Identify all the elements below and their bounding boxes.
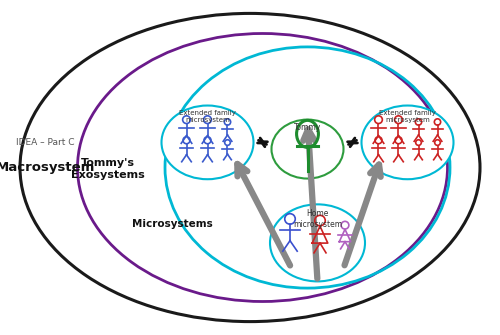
Ellipse shape: [270, 204, 365, 281]
Text: Tommy: Tommy: [294, 123, 321, 132]
Text: Microsystems: Microsystems: [132, 219, 213, 229]
Ellipse shape: [272, 120, 344, 179]
Text: Home
microsystem: Home microsystem: [293, 209, 342, 229]
Text: Macrosystem: Macrosystem: [0, 161, 94, 174]
Text: Extended family
microsystem: Extended family microsystem: [179, 110, 236, 123]
Text: Extended family
microsystem: Extended family microsystem: [379, 110, 436, 123]
Ellipse shape: [362, 106, 454, 179]
Ellipse shape: [162, 106, 254, 179]
Text: Tommy's
Exosystems: Tommy's Exosystems: [70, 158, 144, 180]
Text: IDEA – Part C: IDEA – Part C: [16, 138, 74, 147]
